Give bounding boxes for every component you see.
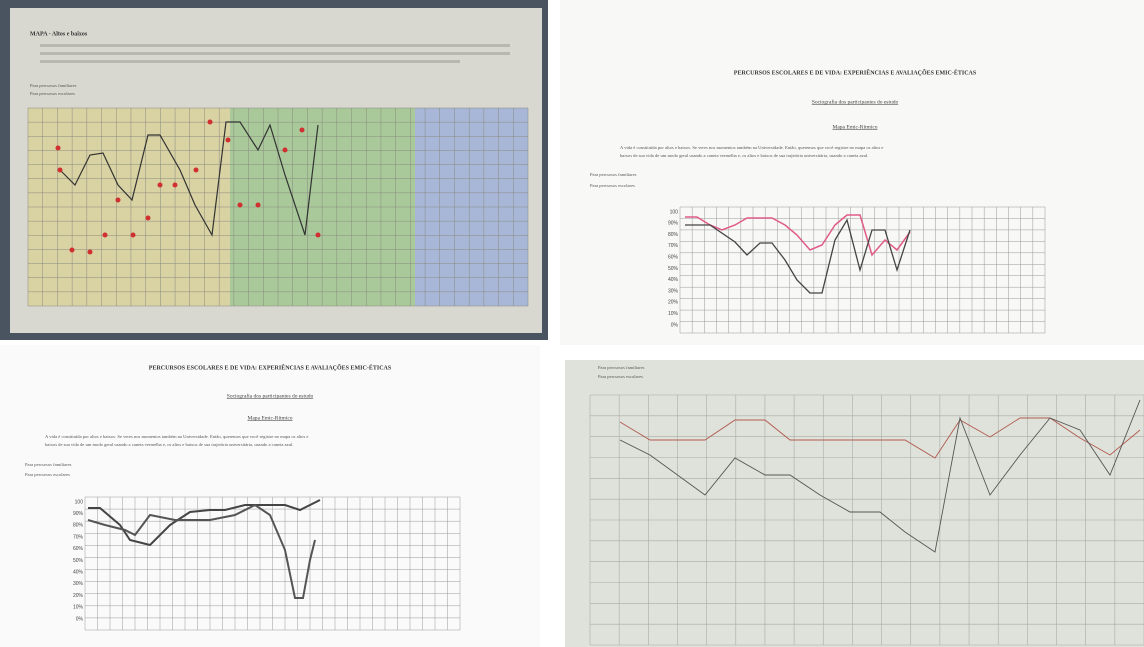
y-label: 40% bbox=[73, 570, 84, 576]
red-dot bbox=[283, 148, 288, 153]
y-label: 40% bbox=[668, 277, 679, 283]
title: PERCURSOS ESCOLARES E DE VIDA: EXPERIÊNC… bbox=[734, 68, 977, 76]
y-label: 20% bbox=[73, 593, 84, 599]
legend-entry: Para percursos escolares bbox=[590, 183, 635, 188]
y-label: 20% bbox=[668, 300, 679, 306]
subtitle: Sociografia dos participantes do estudo bbox=[227, 392, 314, 399]
y-label: 30% bbox=[668, 288, 679, 294]
red-dot bbox=[208, 120, 213, 125]
red-dot bbox=[88, 250, 93, 255]
red-dot bbox=[226, 138, 231, 143]
map-title: Mapa Emic-Rítmico bbox=[247, 415, 292, 421]
y-label: 70% bbox=[668, 243, 679, 249]
y-label: 10% bbox=[73, 605, 84, 611]
photo-top-right: PERCURSOS ESCOLARES E DE VIDA: EXPERIÊNC… bbox=[560, 0, 1144, 345]
y-label: 100 bbox=[670, 209, 679, 215]
photo-bottom-right: Para percursos familiares Para percursos… bbox=[565, 360, 1144, 647]
y-label: 10% bbox=[668, 311, 679, 317]
legend-entry: Para percursos escolares bbox=[598, 374, 643, 379]
legend-entry: Para percursos familiares bbox=[25, 462, 72, 467]
red-dot bbox=[58, 168, 63, 173]
y-label: 100 bbox=[75, 499, 84, 505]
heading: MAPA - Altos e baixos bbox=[30, 31, 88, 37]
red-dot bbox=[70, 248, 75, 253]
map-title: Mapa Emic-Rítmico bbox=[832, 124, 877, 130]
y-label: 90% bbox=[668, 221, 679, 227]
y-label: 80% bbox=[668, 232, 679, 238]
y-label: 90% bbox=[73, 511, 84, 517]
title: PERCURSOS ESCOLARES E DE VIDA: EXPERIÊNC… bbox=[149, 363, 392, 371]
y-label: 60% bbox=[668, 255, 679, 261]
y-label: 60% bbox=[73, 546, 84, 552]
red-dot bbox=[158, 183, 163, 188]
red-dot bbox=[146, 216, 151, 221]
y-label: 80% bbox=[73, 523, 84, 529]
y-label: 30% bbox=[73, 581, 84, 587]
red-dot bbox=[300, 128, 305, 133]
red-dot bbox=[256, 203, 261, 208]
red-dot bbox=[131, 233, 136, 238]
legend-entry: Para percursos familiares bbox=[30, 83, 77, 88]
red-dot bbox=[116, 198, 121, 203]
y-label: 50% bbox=[73, 558, 84, 564]
y-label: 0% bbox=[671, 322, 679, 328]
red-dot bbox=[238, 203, 243, 208]
red-dot bbox=[56, 146, 61, 151]
legend-entry: Para percursos familiares bbox=[590, 172, 637, 177]
y-label: 0% bbox=[76, 616, 84, 622]
subtitle: Sociografia dos participantes do estudo bbox=[812, 98, 899, 105]
y-label: 70% bbox=[73, 534, 84, 540]
collage: MAPA - Altos e baixos Para percursos fam… bbox=[0, 0, 1144, 647]
photo-bottom-left: PERCURSOS ESCOLARES E DE VIDA: EXPERIÊNC… bbox=[0, 345, 540, 647]
legend-entry: Para percursos escolares bbox=[30, 91, 75, 96]
photo-top-left: MAPA - Altos e baixos Para percursos fam… bbox=[0, 0, 548, 340]
red-dot bbox=[103, 233, 108, 238]
red-dot bbox=[316, 233, 321, 238]
legend-entry: Para percursos escolares bbox=[25, 472, 70, 477]
red-dot bbox=[173, 183, 178, 188]
red-dot bbox=[194, 168, 199, 173]
y-label: 50% bbox=[668, 266, 679, 272]
legend-entry: Para percursos familiares bbox=[598, 365, 645, 370]
